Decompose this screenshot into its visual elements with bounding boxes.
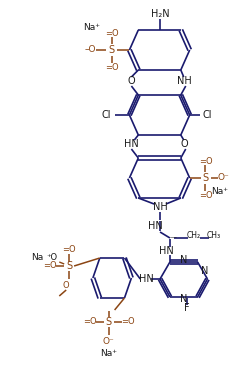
Text: Na: Na: [31, 254, 44, 262]
Text: Na⁺: Na⁺: [100, 350, 117, 358]
Text: =O: =O: [83, 318, 96, 327]
Text: HN: HN: [123, 139, 138, 149]
Text: =O: =O: [43, 261, 57, 270]
Text: O⁻: O⁻: [216, 173, 228, 182]
Text: HN: HN: [138, 274, 153, 284]
Text: —: —: [169, 234, 176, 240]
Text: F: F: [183, 303, 189, 313]
Text: =O: =O: [198, 191, 211, 200]
Text: S: S: [66, 261, 72, 271]
Text: ⁺O: ⁺O: [46, 254, 58, 262]
Text: =O: =O: [104, 62, 118, 72]
Text: =O: =O: [120, 318, 134, 327]
Text: CH₂: CH₂: [186, 231, 200, 239]
Text: HN: HN: [158, 246, 173, 256]
Text: NH: NH: [152, 202, 167, 212]
Text: O: O: [180, 139, 188, 149]
Text: N: N: [179, 294, 187, 304]
Text: O: O: [63, 280, 69, 289]
Text: =O: =O: [104, 28, 118, 38]
Text: Na⁺: Na⁺: [83, 23, 100, 32]
Text: N: N: [200, 266, 207, 276]
Text: –O: –O: [84, 46, 95, 54]
Text: O⁻: O⁻: [102, 338, 114, 346]
Text: S: S: [108, 45, 114, 55]
Text: NH: NH: [177, 76, 191, 86]
Text: Cl: Cl: [101, 110, 111, 120]
Text: H₂N: H₂N: [150, 9, 169, 19]
Text: CH₃: CH₃: [205, 231, 220, 239]
Text: HN: HN: [147, 221, 162, 231]
Text: Cl: Cl: [202, 110, 211, 120]
Text: N: N: [179, 255, 187, 265]
Text: S: S: [202, 173, 208, 183]
Text: =O: =O: [198, 157, 211, 165]
Text: S: S: [105, 317, 111, 327]
Text: O: O: [127, 76, 135, 86]
Text: Na⁺: Na⁺: [210, 188, 227, 196]
Text: =O: =O: [62, 245, 76, 254]
